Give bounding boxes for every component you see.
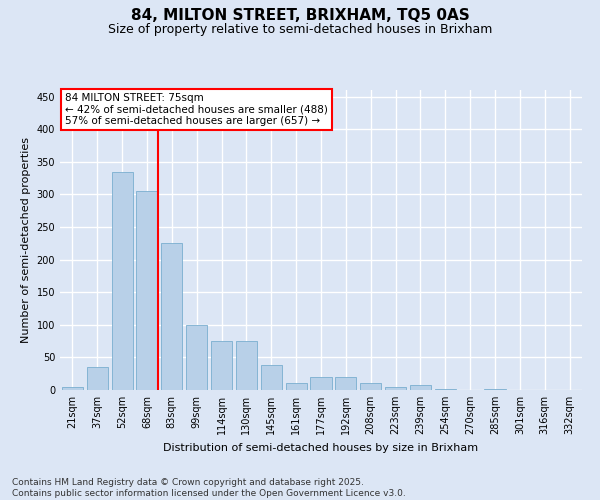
Y-axis label: Number of semi-detached properties: Number of semi-detached properties	[21, 137, 31, 343]
Bar	[410, 386, 431, 390]
Bar	[360, 384, 381, 390]
Bar	[435, 388, 456, 390]
Bar	[186, 325, 207, 390]
Bar	[335, 377, 356, 390]
X-axis label: Distribution of semi-detached houses by size in Brixham: Distribution of semi-detached houses by …	[163, 442, 479, 452]
Bar	[385, 386, 406, 390]
Bar	[236, 341, 257, 390]
Bar	[136, 191, 158, 390]
Text: 84, MILTON STREET, BRIXHAM, TQ5 0AS: 84, MILTON STREET, BRIXHAM, TQ5 0AS	[131, 8, 469, 22]
Bar	[261, 365, 282, 390]
Text: Contains HM Land Registry data © Crown copyright and database right 2025.
Contai: Contains HM Land Registry data © Crown c…	[12, 478, 406, 498]
Bar	[112, 172, 133, 390]
Text: 84 MILTON STREET: 75sqm
← 42% of semi-detached houses are smaller (488)
57% of s: 84 MILTON STREET: 75sqm ← 42% of semi-de…	[65, 93, 328, 126]
Bar	[161, 244, 182, 390]
Text: Size of property relative to semi-detached houses in Brixham: Size of property relative to semi-detach…	[108, 22, 492, 36]
Bar	[286, 384, 307, 390]
Bar	[211, 341, 232, 390]
Bar	[87, 367, 108, 390]
Bar	[484, 388, 506, 390]
Bar	[62, 386, 83, 390]
Bar	[310, 377, 332, 390]
